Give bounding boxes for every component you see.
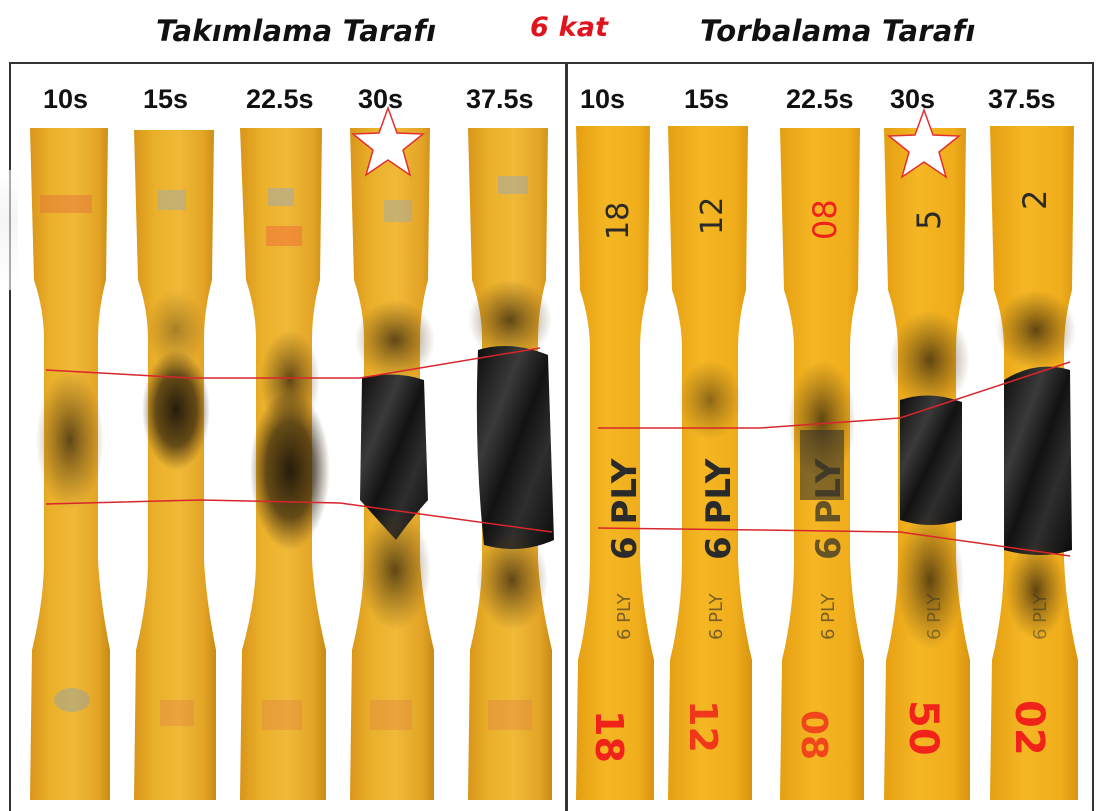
right-time-label-1: 10s — [580, 84, 626, 114]
ply-small-4: 6 PLY — [924, 592, 945, 640]
figure-header: Takımlama Tarafı 6 kat Torbalama Tarafı — [0, 0, 1096, 62]
left-time-label-4: 30s — [358, 84, 404, 114]
ply-small-1: 6 PLY — [614, 592, 635, 640]
specimen-number-3: 08 — [806, 199, 844, 240]
right-star-icon — [886, 107, 962, 179]
right-guide-line-bottom — [597, 527, 1071, 557]
specimen-number-4: 5 — [910, 210, 948, 230]
bottom-mark-4: 50 — [900, 700, 946, 756]
left-specimens — [30, 128, 554, 800]
specimen-number-5: 2 — [1016, 190, 1054, 210]
specimen-number-1: 18 — [601, 202, 636, 240]
ply-mark-3: 6 PLY — [809, 458, 849, 560]
left-time-label-5: 37.5s — [466, 84, 534, 114]
bagging-side-title: Torbalama Tarafı — [700, 14, 976, 48]
right-specimen-1 — [576, 126, 654, 800]
tooling-side-title: Takımlama Tarafı — [156, 14, 437, 48]
right-time-label-4: 30s — [890, 84, 936, 114]
right-specimens — [576, 126, 1078, 800]
left-guide-line-top — [45, 347, 541, 379]
right-time-label-5: 37.5s — [988, 84, 1056, 114]
bottom-mark-5: 02 — [1006, 700, 1052, 756]
ply-count-title: 6 kat — [530, 12, 609, 43]
bottom-mark-3: 08 — [793, 710, 834, 760]
bottom-mark-2: 12 — [681, 700, 725, 753]
left-guide-line-bottom — [45, 499, 553, 533]
edge-shadow — [0, 170, 18, 290]
ply-mark-1: 6 PLY — [605, 458, 645, 560]
ply-mark-2: 6 PLY — [699, 458, 739, 560]
right-specimen-2 — [668, 126, 752, 800]
left-time-label-1: 10s — [43, 84, 89, 114]
ply-small-3: 6 PLY — [818, 592, 839, 640]
right-handwriting: 18 12 08 5 2 6 PLY 6 PLY 6 PLY 6 PLY 6 P… — [587, 190, 1054, 763]
ply-small-5: 6 PLY — [1030, 592, 1051, 640]
bagging-side-panel — [566, 62, 1094, 811]
left-time-label-3: 22.5s — [246, 84, 314, 114]
left-star-icon — [350, 105, 426, 177]
ply-small-2: 6 PLY — [706, 592, 727, 640]
left-time-label-2: 15s — [143, 84, 189, 114]
right-time-label-2: 15s — [684, 84, 730, 114]
bottom-mark-1: 18 — [587, 710, 631, 763]
specimen-number-2: 12 — [695, 197, 730, 235]
right-guide-line-top — [598, 361, 1071, 429]
right-time-label-3: 22.5s — [786, 84, 854, 114]
